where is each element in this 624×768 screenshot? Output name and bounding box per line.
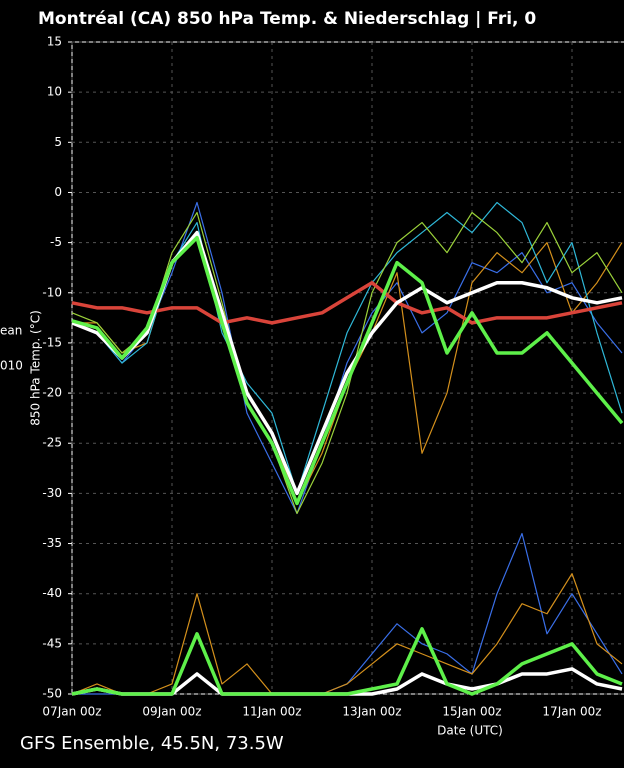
series-line <box>71 280 623 325</box>
legend-fragment: ean <box>0 324 22 338</box>
y-tick-label: 15 <box>47 35 62 49</box>
x-tick-label: 13Jan 00z <box>342 705 401 719</box>
x-tick-label: 11Jan 00z <box>242 705 301 719</box>
chart-title: Montréal (CA) 850 hPa Temp. & Niederschl… <box>38 9 536 29</box>
y-axis-label: 850 hPa Temp. (°C) <box>29 310 43 426</box>
y-tick-label: -30 <box>42 486 62 500</box>
x-tick-label: 07Jan 00z <box>42 705 101 719</box>
y-tick-label: -45 <box>42 636 62 650</box>
y-tick-label: -5 <box>50 235 62 249</box>
y-tick-label: -40 <box>42 586 62 600</box>
series-line <box>71 201 623 515</box>
x-tick-label: 17Jan 00z <box>542 705 601 719</box>
y-tick-label: 10 <box>47 85 62 99</box>
series-line <box>71 627 623 696</box>
y-tick-label: -15 <box>42 335 62 349</box>
x-axis-label: Date (UTC) <box>437 724 503 738</box>
y-tick-label: -25 <box>42 436 62 450</box>
series-line <box>71 235 624 506</box>
series-line <box>71 211 623 515</box>
y-tick-label: -20 <box>42 386 62 400</box>
footer: GFS Ensemble, 45.5N, 73.5W <box>20 733 284 754</box>
x-tick-label: 09Jan 00z <box>142 705 201 719</box>
y-tick-label: 0 <box>54 185 62 199</box>
x-tick-label: 15Jan 00z <box>442 705 501 719</box>
y-tick-label: -50 <box>42 687 62 701</box>
series-line <box>71 573 623 695</box>
y-tick-label: 5 <box>54 135 62 149</box>
legend-fragment: 010 <box>0 359 23 373</box>
y-tick-label: -10 <box>42 285 62 299</box>
y-tick-label: -35 <box>42 536 62 550</box>
